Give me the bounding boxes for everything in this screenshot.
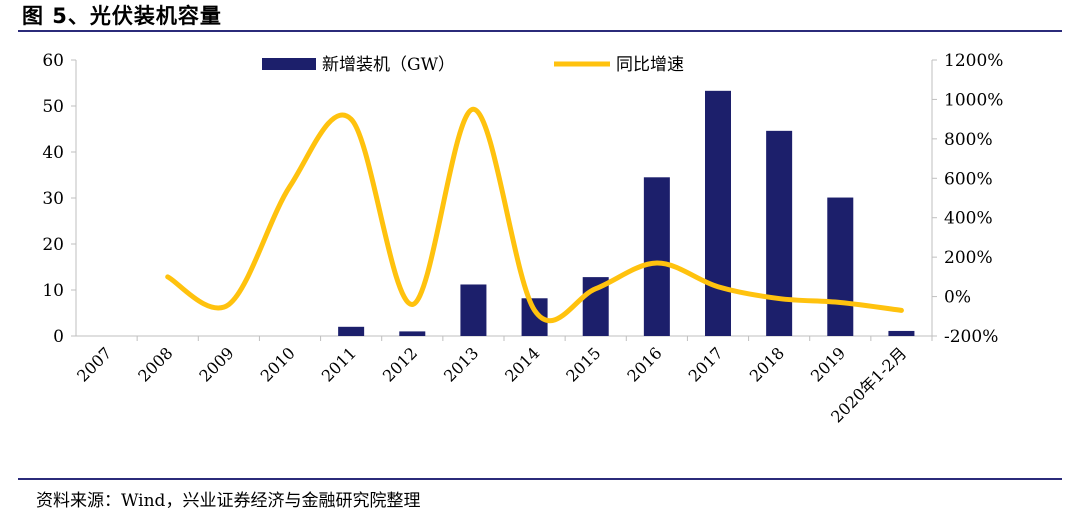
top-rule <box>18 30 1062 32</box>
left-tick-label: 20 <box>42 235 64 255</box>
source-note: 资料来源：Wind，兴业证券经济与金融研究院整理 <box>36 491 421 511</box>
right-tick-label: 600% <box>944 169 993 189</box>
right-tick-label: -200% <box>944 327 998 347</box>
bar <box>705 90 731 336</box>
right-tick-label: 1200% <box>944 51 1003 71</box>
left-tick-label: 10 <box>42 281 64 301</box>
x-tick-label: 2009 <box>195 343 237 385</box>
figure-title: 图 5、光伏装机容量 <box>22 4 222 28</box>
legend: 新增装机（GW） 同比增速 <box>262 55 684 75</box>
x-tick-label: 2015 <box>562 343 604 385</box>
right-tick-label: 0% <box>944 288 971 308</box>
legend-bar-swatch <box>262 58 316 70</box>
bar <box>766 130 793 336</box>
bars <box>338 90 915 336</box>
bottom-rule <box>18 478 1062 480</box>
left-tick-label: 40 <box>42 143 64 163</box>
x-tick-label: 2007 <box>73 343 115 385</box>
bar <box>399 331 426 336</box>
x-tick-label: 2019 <box>807 343 849 385</box>
x-tick-label: 2010 <box>257 343 299 385</box>
bar <box>827 197 854 336</box>
x-tick-label: 2018 <box>746 343 788 385</box>
bar <box>460 284 487 336</box>
bar <box>338 326 365 336</box>
left-tick-label: 50 <box>42 97 64 117</box>
legend-line-label: 同比增速 <box>616 55 684 75</box>
x-tick-label: 2016 <box>623 343 665 385</box>
line-series <box>165 106 904 324</box>
x-tick-label: 2011 <box>318 343 360 385</box>
legend-bar-label: 新增装机（GW） <box>322 55 455 75</box>
x-tick-label: 2014 <box>501 343 543 385</box>
bar <box>888 330 915 336</box>
tick-labels: 0 10 20 30 40 50 60 -200% 0% 200% 400% 600% 800% 1000… <box>42 51 1003 426</box>
right-tick-label: 400% <box>944 209 993 229</box>
x-tick-label: 2017 <box>685 343 727 385</box>
chart: 新增装机（GW） 同比增速 0 10 20 30 40 50 60 -200% 0% 200% 400… <box>42 51 1003 426</box>
right-tick-label: 1000% <box>944 90 1003 110</box>
left-tick-label: 30 <box>42 189 64 209</box>
right-tick-label: 800% <box>944 130 993 150</box>
bar <box>643 177 670 336</box>
left-tick-label: 0 <box>53 327 64 347</box>
left-tick-label: 60 <box>42 51 64 71</box>
x-tick-label: 2008 <box>134 343 176 385</box>
right-tick-label: 200% <box>944 248 993 268</box>
x-tick-label: 2013 <box>440 343 482 385</box>
x-tick-label: 2012 <box>379 343 421 385</box>
